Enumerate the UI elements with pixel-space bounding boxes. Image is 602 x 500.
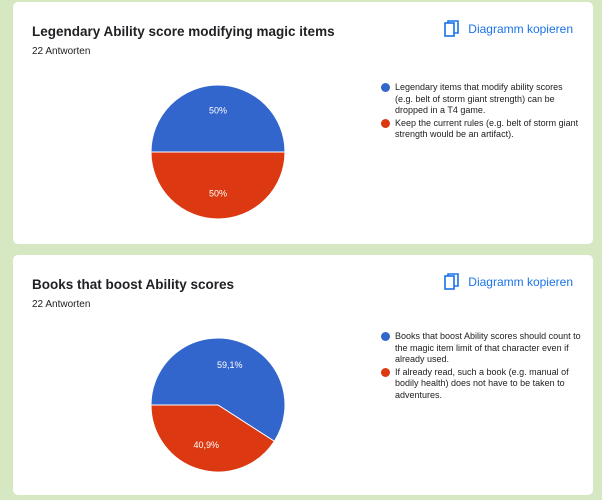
pie-slice[interactable] <box>150 404 276 473</box>
legend-swatch <box>381 118 390 128</box>
copy-icon <box>444 20 460 38</box>
copy-icon <box>444 273 460 291</box>
slice-percent-label: 50% <box>209 189 227 199</box>
chart-legend: Books that boost Ability scores should c… <box>381 331 581 402</box>
pie-chart: 50% 50% <box>150 84 286 220</box>
legend-item: Legendary items that modify ability scor… <box>381 82 581 117</box>
legend-swatch <box>381 332 390 341</box>
legend-swatch <box>381 367 390 377</box>
slice-percent-label: 59,1% <box>217 360 243 370</box>
legend-item: Keep the current rules (e.g. belt of sto… <box>381 118 581 141</box>
slice-percent-label: 50% <box>209 105 227 115</box>
copy-chart-label: Diagramm kopieren <box>468 22 573 36</box>
chart-card-2: Books that boost Ability scores 22 Antwo… <box>13 255 593 495</box>
response-count: 22 Antworten <box>32 46 91 57</box>
pie-chart: 59,1% 40,9% <box>150 337 286 473</box>
chart-title: Legendary Ability score modifying magic … <box>32 24 335 39</box>
legend-label: Keep the current rules (e.g. belt of sto… <box>395 117 579 140</box>
chart-legend: Legendary items that modify ability scor… <box>381 82 581 142</box>
pie-slice[interactable] <box>150 337 286 442</box>
response-count: 22 Antworten <box>32 299 91 310</box>
copy-chart-button[interactable]: Diagramm kopieren <box>444 20 573 38</box>
legend-item: Books that boost Ability scores should c… <box>381 331 581 366</box>
legend-item: If already read, such a book (e.g. manua… <box>381 367 581 402</box>
copy-chart-label: Diagramm kopieren <box>468 275 573 289</box>
legend-label: Legendary items that modify ability scor… <box>395 82 563 115</box>
slice-percent-label: 40,9% <box>194 440 220 450</box>
copy-chart-button[interactable]: Diagramm kopieren <box>444 273 573 291</box>
chart-title: Books that boost Ability scores <box>32 277 235 292</box>
pie-slice[interactable] <box>150 84 286 153</box>
legend-label: If already read, such a book (e.g. manua… <box>395 366 569 400</box>
legend-swatch <box>381 83 390 92</box>
pie-slice[interactable] <box>150 151 286 220</box>
chart-card-1: Legendary Ability score modifying magic … <box>13 2 593 244</box>
legend-label: Books that boost Ability scores should c… <box>395 331 581 364</box>
